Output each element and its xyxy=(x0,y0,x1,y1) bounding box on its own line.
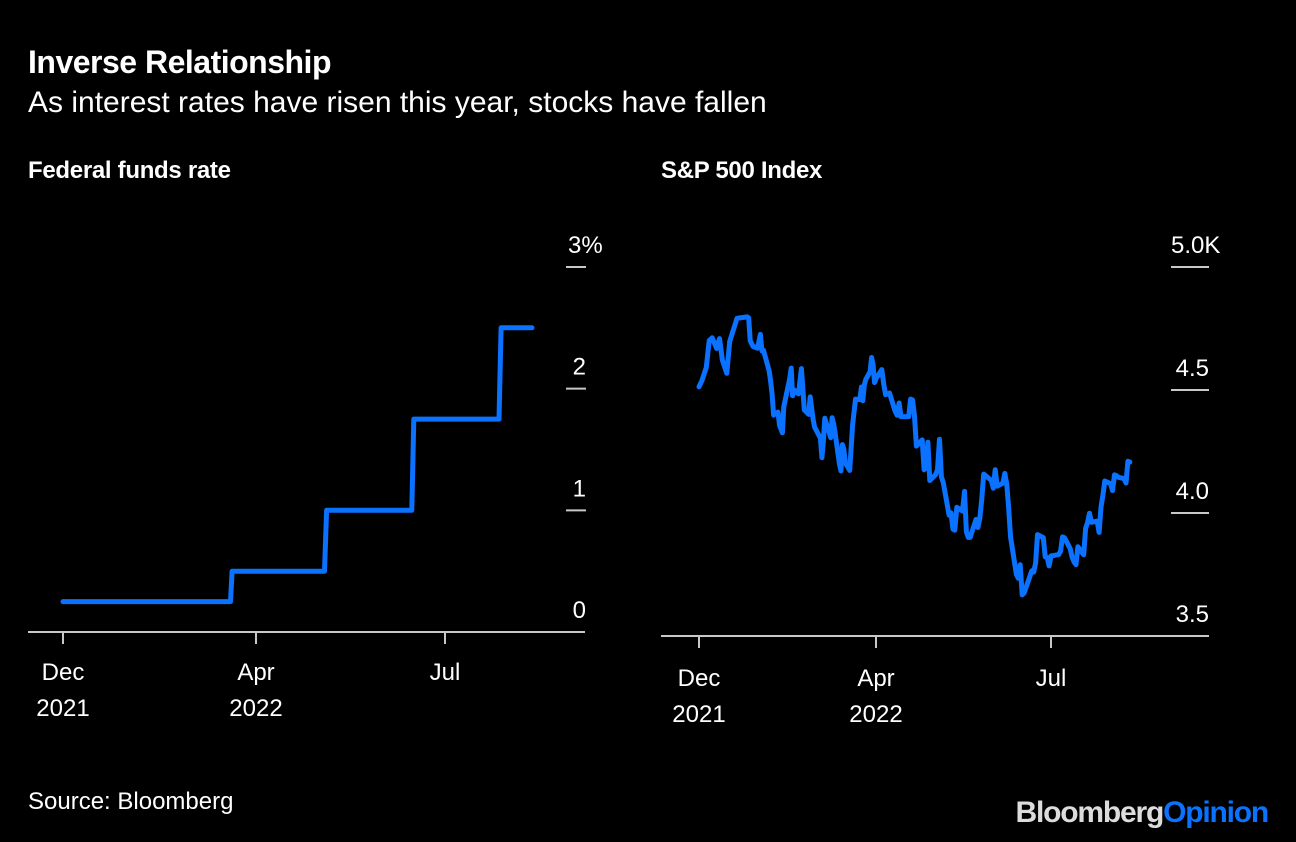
fed-funds-panel-title: Federal funds rate xyxy=(28,157,231,184)
logo-bloomberg: Bloomberg xyxy=(1015,796,1165,829)
sp500-x-tick-label-year: 2021 xyxy=(672,701,725,728)
source-note: Source: Bloomberg xyxy=(28,788,234,815)
chart-title: Inverse Relationship xyxy=(28,44,331,80)
sp500-x-tick-label-year: 2022 xyxy=(849,701,902,728)
chart-subtitle: As interest rates have risen this year, … xyxy=(28,86,767,119)
fed-y-tick-label: 2 xyxy=(573,354,586,381)
bloomberg-opinion-logo: BloombergOpinion xyxy=(1015,796,1270,830)
fed-x-tick-label-year: 2021 xyxy=(36,695,89,722)
sp500-y-tick-label: 4.0 xyxy=(1176,478,1209,505)
logo-opinion: Opinion xyxy=(1163,796,1269,829)
fed-x-tick-label-month: Dec xyxy=(42,659,85,686)
fed-x-tick-label-month: Apr xyxy=(237,659,274,686)
fed-y-tick-label: 0 xyxy=(573,597,586,624)
sp500-y-tick-label: 5.0K xyxy=(1171,232,1220,259)
sp500-y-tick-label: 4.5 xyxy=(1176,355,1209,382)
sp500-x-tick-label-month: Dec xyxy=(678,665,721,692)
fed-y-tick-label: 3% xyxy=(568,232,603,259)
fed-series-line xyxy=(60,325,535,605)
fed-y-tick-label: 1 xyxy=(573,475,586,502)
fed-x-tick-label-year: 2022 xyxy=(229,695,282,722)
sp500-x-tick-label-month: Jul xyxy=(1036,665,1067,692)
fed-x-tick-label-month: Jul xyxy=(430,659,461,686)
sp500-x-tick-label-month: Apr xyxy=(857,665,894,692)
sp500-y-tick-label: 3.5 xyxy=(1176,601,1209,628)
sp500-panel-title: S&P 500 Index xyxy=(661,157,823,184)
sp500-series-line xyxy=(696,314,1133,598)
